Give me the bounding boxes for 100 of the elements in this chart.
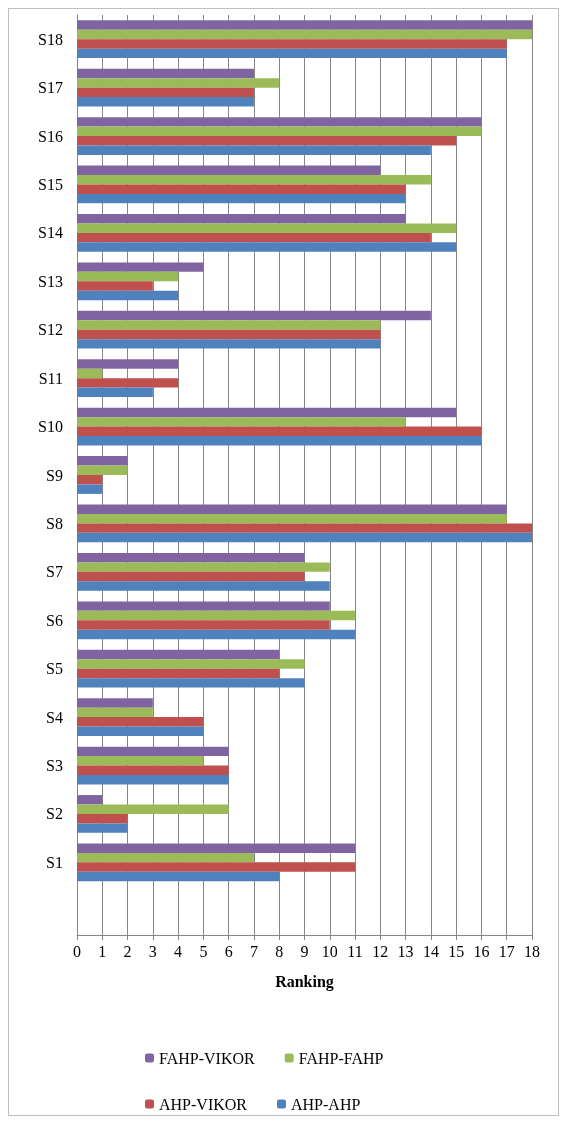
bar	[77, 20, 532, 30]
bar	[77, 339, 381, 349]
bar	[77, 68, 254, 79]
y-tick-label: S15	[38, 175, 63, 193]
bar	[77, 552, 305, 563]
bar	[77, 290, 179, 301]
bar	[77, 136, 457, 146]
bar	[77, 746, 229, 757]
x-tick-label: 6	[224, 942, 233, 960]
x-tick-label: 13	[397, 942, 414, 960]
bar	[77, 29, 532, 40]
bar	[77, 329, 381, 340]
bar	[77, 804, 229, 814]
bar	[77, 126, 482, 137]
y-tick-label: S1	[46, 853, 63, 871]
bar	[77, 532, 532, 543]
bar	[77, 368, 103, 379]
y-tick-label: S13	[38, 272, 63, 290]
y-tick-label: S14	[38, 224, 63, 242]
x-tick-label: 3	[148, 942, 157, 960]
x-tick-label: 18	[524, 942, 540, 960]
legend-label: FAHP-VIKOR	[159, 1049, 256, 1067]
y-tick-label: S12	[38, 321, 63, 339]
bar	[77, 145, 431, 155]
bar	[77, 436, 482, 446]
bar	[77, 223, 457, 233]
bar	[77, 165, 381, 176]
y-tick-label: S3	[46, 757, 63, 775]
bar	[77, 765, 229, 775]
x-tick-label: 5	[199, 942, 208, 960]
bar	[77, 242, 457, 252]
bar	[77, 475, 103, 485]
bar	[77, 281, 153, 291]
bar	[77, 214, 406, 224]
x-tick-label: 16	[473, 942, 490, 960]
y-tick-label: S18	[38, 30, 63, 48]
bar	[77, 407, 457, 418]
y-tick-label: S11	[38, 369, 63, 387]
bar	[77, 571, 305, 582]
bar	[77, 378, 179, 388]
y-tick-label: S5	[46, 660, 63, 678]
bar	[77, 39, 507, 49]
bar	[77, 774, 229, 785]
bar	[77, 717, 204, 727]
bar	[77, 601, 330, 611]
bar	[77, 852, 254, 863]
y-tick-label: S6	[46, 611, 63, 629]
y-tick-label: S7	[46, 563, 63, 581]
bar	[77, 48, 507, 59]
bar	[77, 484, 103, 494]
x-axis-title: Ranking	[275, 972, 334, 991]
bar	[77, 707, 153, 718]
y-tick-label: S4	[46, 708, 63, 726]
bar	[77, 456, 128, 466]
bar	[77, 756, 204, 766]
bar	[77, 97, 254, 107]
legend-label: FAHP-FAHP	[298, 1049, 384, 1067]
bar	[77, 87, 254, 98]
x-tick-label: 7	[249, 942, 258, 960]
x-tick-label: 11	[347, 942, 363, 960]
x-tick-label: 12	[372, 942, 389, 960]
x-tick-label: 2	[123, 942, 132, 960]
bar	[77, 649, 280, 660]
y-tick-label: S17	[38, 79, 63, 97]
bar	[77, 193, 406, 204]
bar	[77, 698, 153, 708]
bar	[77, 232, 431, 243]
bar	[77, 581, 330, 591]
bar	[77, 620, 330, 630]
bar	[77, 629, 356, 640]
bar	[77, 117, 482, 127]
bar	[77, 513, 507, 524]
bar	[77, 668, 280, 679]
legend-label: AHP-VIKOR	[159, 1095, 248, 1113]
bar	[77, 562, 330, 572]
bar	[77, 262, 204, 272]
bar	[77, 610, 356, 621]
bar	[77, 271, 179, 282]
x-tick-label: 8	[275, 942, 284, 960]
bar	[77, 359, 179, 369]
bar	[77, 320, 381, 330]
bar	[77, 871, 280, 882]
bar	[77, 795, 103, 805]
bar	[77, 813, 128, 824]
bar	[77, 823, 128, 833]
x-tick-label: 1	[98, 942, 107, 960]
legend-label: AHP-AHP	[291, 1095, 361, 1113]
x-tick-label: 17	[498, 942, 515, 960]
bar	[77, 417, 406, 427]
bar	[77, 862, 356, 872]
x-tick-label: 14	[422, 942, 439, 960]
bar	[77, 184, 406, 194]
y-tick-label: S9	[46, 466, 63, 484]
y-tick-label: S8	[46, 514, 63, 532]
x-tick-label: 9	[300, 942, 309, 960]
x-tick-label: 10	[321, 942, 338, 960]
y-tick-label: S2	[46, 805, 63, 823]
y-tick-label: S16	[38, 127, 63, 145]
bar	[77, 659, 305, 669]
bar	[77, 387, 153, 398]
